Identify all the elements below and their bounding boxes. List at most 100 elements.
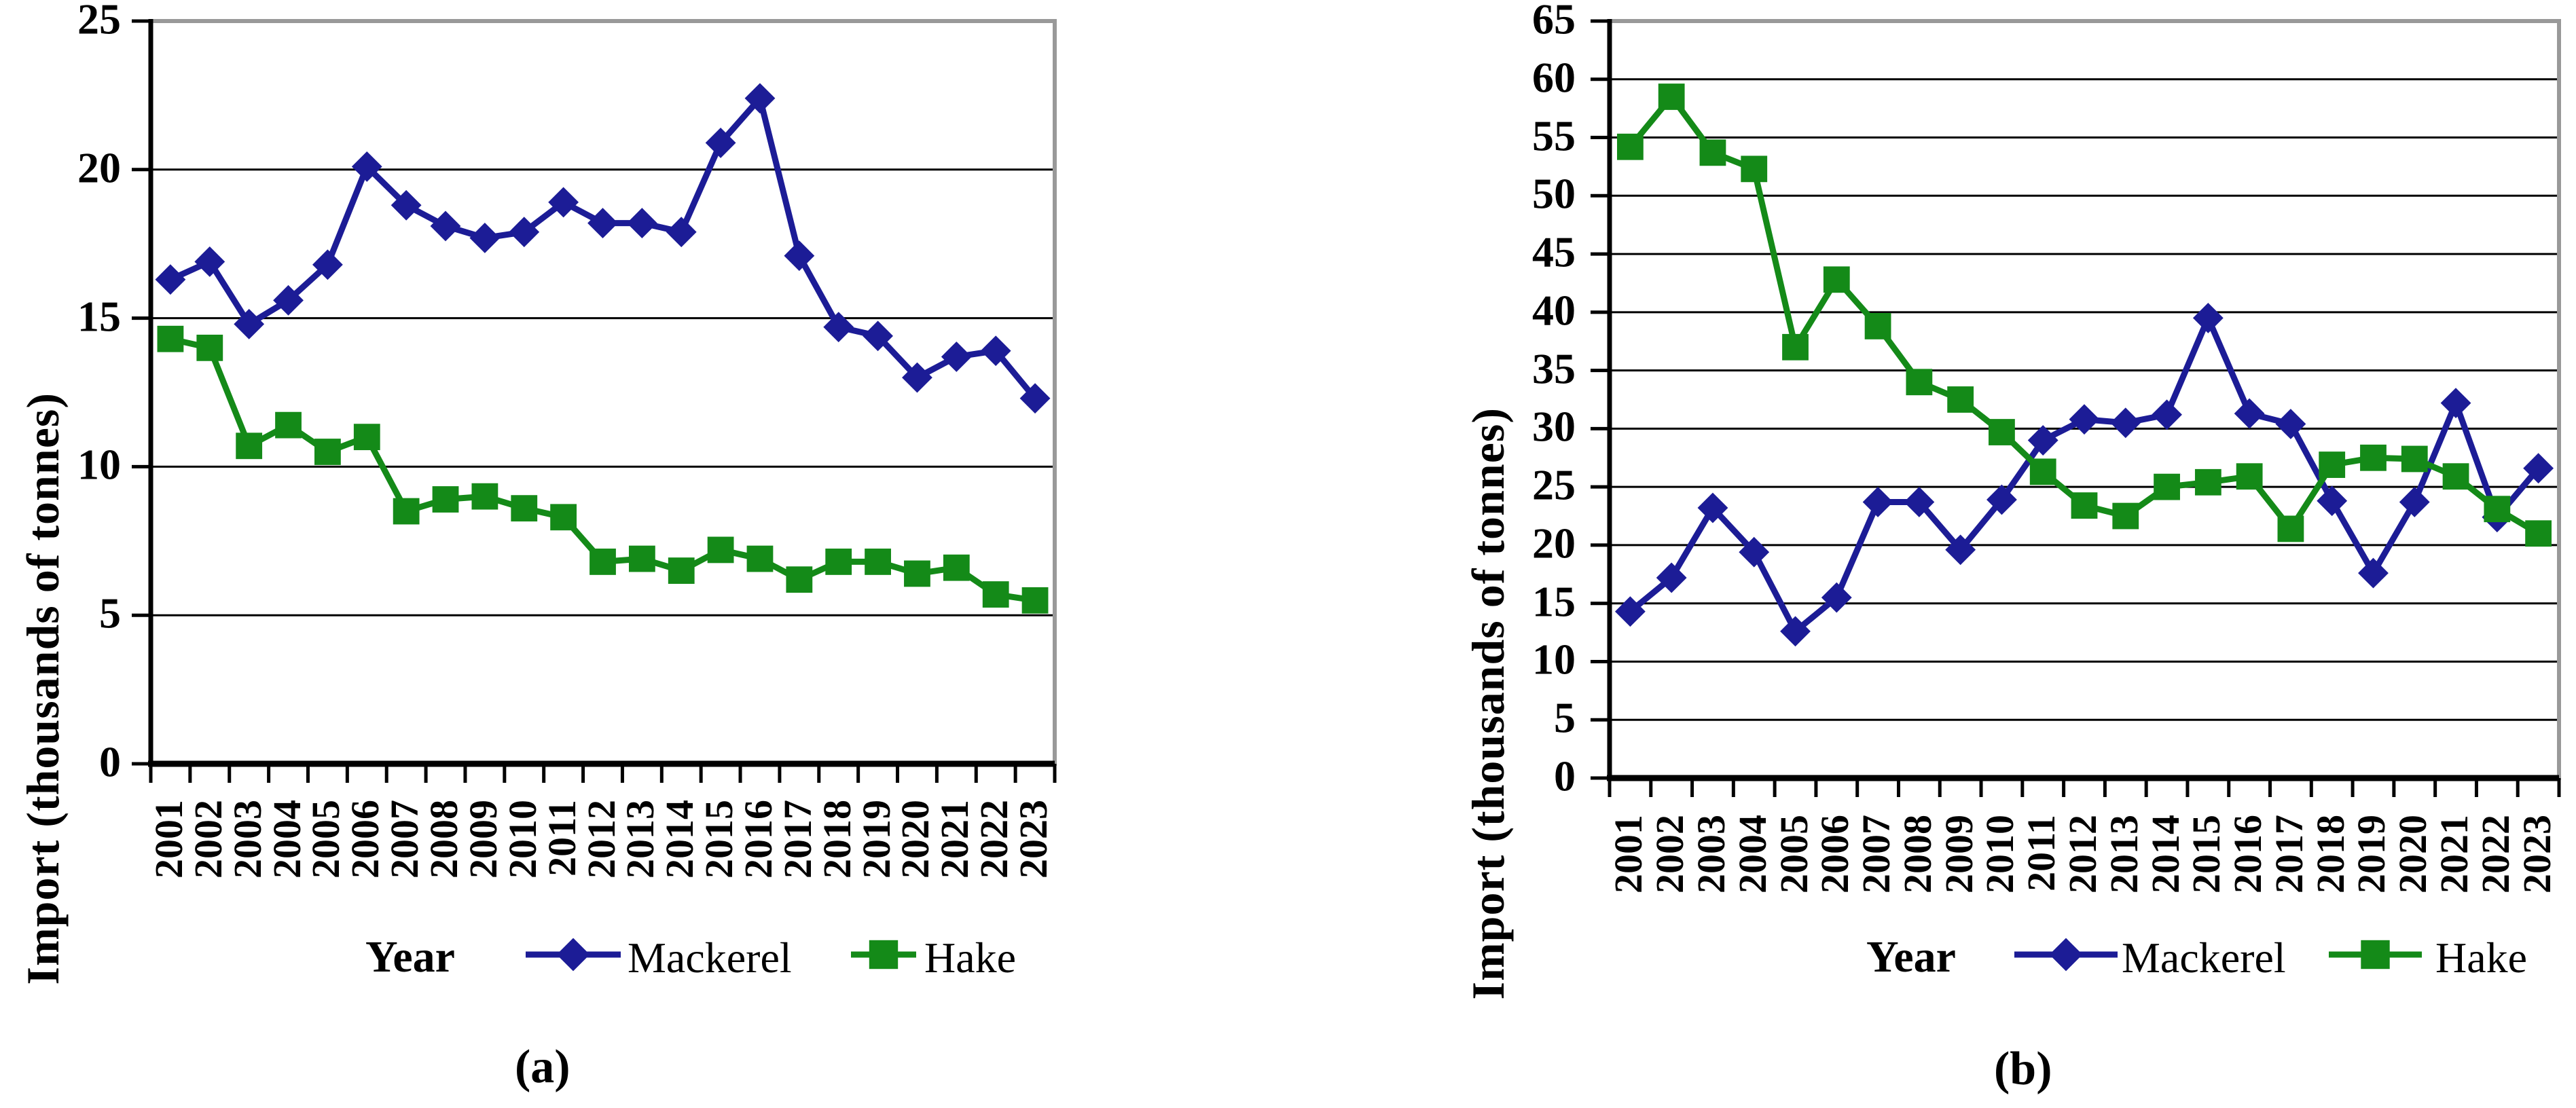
data-point-mackerel-b-2010 <box>1987 484 2017 515</box>
x-tick-label-b-2017: 2017 <box>2266 815 2311 893</box>
y-tick-label-b-15: 15 <box>1532 577 1576 626</box>
data-point-mackerel-b-2021 <box>2440 388 2471 419</box>
data-point-hake-a-2003 <box>236 432 263 460</box>
data-point-hake-b-2004 <box>1741 155 1768 183</box>
data-point-hake-b-2015 <box>2194 468 2221 496</box>
y-tick-label-b-5: 5 <box>1554 693 1576 742</box>
data-point-hake-a-2006 <box>353 424 380 451</box>
data-point-mackerel-a-2022 <box>980 335 1011 367</box>
data-point-hake-b-2022 <box>2484 496 2511 523</box>
data-point-hake-b-2008 <box>1906 369 1933 396</box>
y-tick-label-a-0: 0 <box>99 737 121 786</box>
data-point-mackerel-b-2003 <box>1697 492 1728 523</box>
x-tick-label-a-2016: 2016 <box>736 800 780 879</box>
y-tick-label-b-60: 60 <box>1532 53 1576 102</box>
y-tick-label-b-10: 10 <box>1532 635 1576 684</box>
data-point-mackerel-a-2012 <box>587 208 618 238</box>
x-tick-label-b-2010: 2010 <box>1978 815 2022 893</box>
data-point-hake-b-2017 <box>2277 515 2304 542</box>
data-point-mackerel-b-2012 <box>2069 404 2100 435</box>
x-tick-label-b-2021: 2021 <box>2432 815 2477 893</box>
series-line-mackerel-b <box>1628 314 2541 635</box>
data-point-hake-b-2009 <box>1947 386 1974 413</box>
data-point-mackerel-b-2013 <box>2110 407 2141 439</box>
legend-label-hake-b: Hake <box>2435 934 2528 982</box>
data-point-mackerel-b-2014 <box>2152 399 2182 430</box>
y-tick-label-b-35: 35 <box>1532 344 1576 393</box>
caption-b: (b) <box>1994 1043 2052 1095</box>
x-tick-label-a-2018: 2018 <box>814 800 859 879</box>
data-point-hake-b-2018 <box>2319 451 2346 478</box>
x-tick-label-a-2008: 2008 <box>422 800 467 879</box>
x-tick-label-a-2021: 2021 <box>932 800 977 879</box>
data-point-mackerel-b-2007 <box>1862 487 1893 517</box>
data-point-hake-a-2011 <box>550 504 577 531</box>
x-tick-label-b-2022: 2022 <box>2473 815 2518 893</box>
data-point-hake-a-2004 <box>275 411 302 439</box>
y-tick-label-b-65: 65 <box>1532 0 1576 43</box>
x-tick-label-b-2006: 2006 <box>1813 815 1857 893</box>
y-tick-label-a-15: 15 <box>77 292 121 341</box>
data-point-hake-a-2008 <box>432 486 459 513</box>
x-tick-label-a-2023: 2023 <box>1011 800 1056 879</box>
data-point-mackerel-a-2019 <box>863 320 894 352</box>
data-point-hake-a-2010 <box>511 495 538 522</box>
series-line-mackerel-a <box>169 95 1038 401</box>
legend-marker-hake-a-icon <box>869 940 899 970</box>
data-point-mackerel-b-2006 <box>1821 582 1852 613</box>
data-point-hake-a-2017 <box>786 566 813 593</box>
legend-label-mackerel-a: Mackerel <box>628 934 792 982</box>
caption-a: (a) <box>515 1041 570 1093</box>
data-point-mackerel-b-2018 <box>2317 485 2348 517</box>
y-tick-label-b-45: 45 <box>1532 227 1576 276</box>
data-point-hake-a-2002 <box>196 334 223 361</box>
data-point-mackerel-b-2008 <box>1904 487 1935 517</box>
data-point-mackerel-b-2020 <box>2399 487 2430 517</box>
data-point-mackerel-a-2016 <box>744 83 776 114</box>
x-tick-label-a-2019: 2019 <box>854 800 899 879</box>
data-point-hake-b-2014 <box>2154 473 2180 500</box>
data-point-mackerel-b-2001 <box>1614 596 1646 627</box>
data-point-hake-b-2005 <box>1782 333 1809 361</box>
data-point-hake-b-2019 <box>2360 444 2387 471</box>
data-point-mackerel-a-2015 <box>705 128 736 158</box>
data-point-mackerel-a-2001 <box>155 264 186 295</box>
x-tick-label-a-2020: 2020 <box>893 800 938 879</box>
data-point-mackerel-a-2002 <box>194 246 225 277</box>
x-tick-label-a-2007: 2007 <box>382 800 427 879</box>
y-tick-label-a-5: 5 <box>99 589 121 638</box>
data-point-mackerel-a-2004 <box>273 284 304 316</box>
x-tick-label-b-2009: 2009 <box>1936 815 1981 893</box>
data-point-mackerel-a-2013 <box>626 208 657 238</box>
y-tick-label-a-25: 25 <box>77 0 121 43</box>
x-tick-label-b-2005: 2005 <box>1771 815 1816 893</box>
data-point-mackerel-a-2009 <box>469 223 501 253</box>
data-point-hake-a-2014 <box>668 557 695 584</box>
y-tick-label-b-20: 20 <box>1532 519 1576 568</box>
data-point-hake-b-2010 <box>1989 419 2015 445</box>
x-tick-label-a-2022: 2022 <box>972 800 1017 879</box>
data-point-hake-a-2007 <box>393 498 420 525</box>
x-tick-label-a-2011: 2011 <box>539 800 584 876</box>
data-point-mackerel-a-2003 <box>234 308 265 339</box>
x-tick-label-a-2002: 2002 <box>185 800 230 879</box>
data-point-mackerel-a-2005 <box>312 249 343 280</box>
data-point-mackerel-b-2005 <box>1780 616 1811 647</box>
x-tick-label-b-2014: 2014 <box>2143 815 2188 893</box>
y-tick-label-b-30: 30 <box>1532 402 1576 451</box>
x-tick-label-b-2020: 2020 <box>2391 815 2435 893</box>
x-tick-label-b-2016: 2016 <box>2226 815 2270 893</box>
data-point-hake-a-2001 <box>157 325 184 352</box>
x-axis-title-a: Year <box>365 932 455 982</box>
data-point-mackerel-b-2015 <box>2192 303 2224 333</box>
x-tick-label-b-2007: 2007 <box>1854 815 1899 893</box>
data-point-mackerel-b-2009 <box>1945 534 1976 566</box>
x-tick-label-b-2011: 2011 <box>2019 815 2064 891</box>
x-tick-label-a-2015: 2015 <box>697 800 742 879</box>
x-tick-label-a-2013: 2013 <box>618 800 663 879</box>
data-point-hake-a-2023 <box>1021 587 1049 614</box>
x-tick-label-b-2015: 2015 <box>2184 815 2229 893</box>
data-point-hake-a-2009 <box>471 483 498 510</box>
x-tick-label-b-2002: 2002 <box>1648 815 1692 893</box>
